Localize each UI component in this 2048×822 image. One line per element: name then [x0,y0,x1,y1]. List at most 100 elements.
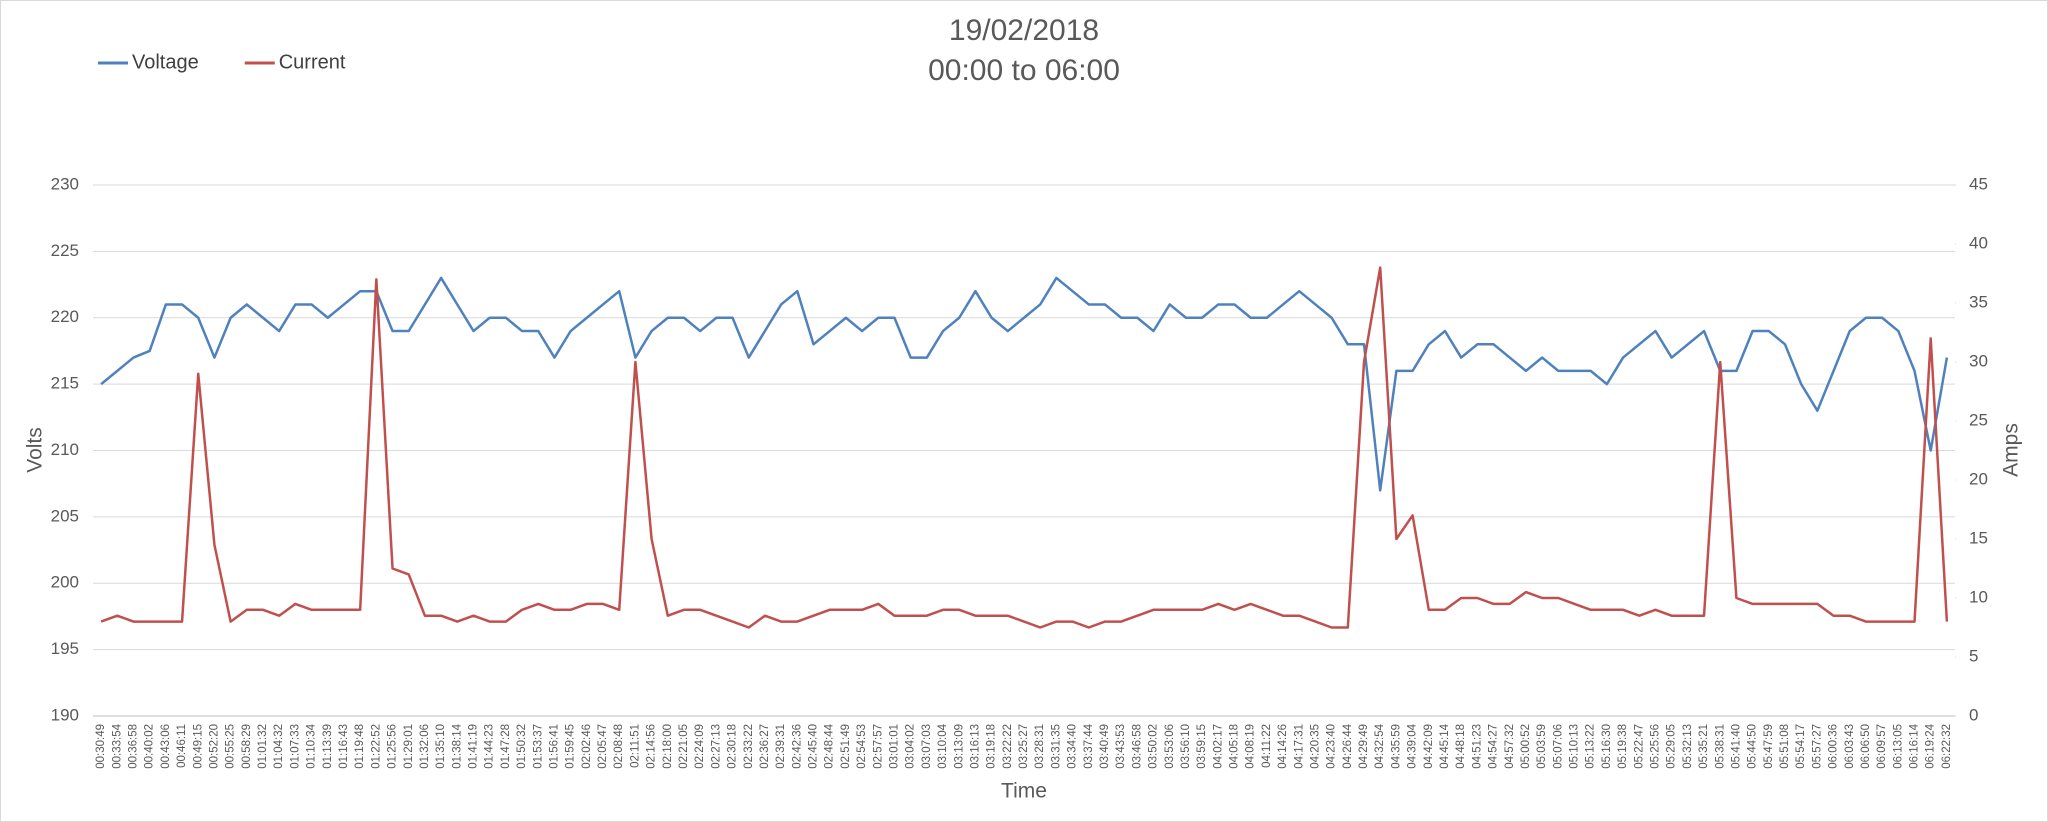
x-tick-label: 04:20:35 [1309,724,1321,769]
y2-tick-label: 35 [1969,292,1988,311]
chart-title: 19/02/2018 [949,14,1099,47]
x-tick-label: 02:42:36 [791,724,803,769]
y-tick-label: 190 [51,705,79,724]
x-tick-label: 05:00:52 [1520,724,1532,769]
x-tick-label: 04:35:59 [1390,724,1402,769]
x-tick-label: 04:48:18 [1455,724,1467,769]
x-tick-label: 01:29:01 [403,724,415,769]
x-tick-label: 05:22:47 [1633,724,1645,769]
x-tick-label: 03:34:40 [1067,724,1079,769]
x-tick-label: 00:52:20 [208,724,220,769]
x-tick-label: 02:11:51 [629,724,641,768]
x-tick-label: 02:08:48 [613,724,625,769]
x-tick-label: 03:40:49 [1099,724,1111,769]
x-tick-label: 02:54:53 [856,724,868,769]
series-line [100,276,1949,492]
x-tick-label: 01:38:14 [451,723,463,768]
x-tick-label: 05:07:06 [1552,724,1564,769]
x-tick-label: 02:51:49 [840,724,852,769]
x-tick-label: 02:39:31 [775,724,787,769]
x-tick-label: 05:10:13 [1569,724,1581,769]
x-tick-label: 03:10:04 [937,723,949,768]
x-tick-label: 02:45:40 [808,724,820,769]
x-tick-label: 01:32:06 [419,724,431,769]
x-tick-label: 05:19:38 [1617,724,1629,769]
x-tick-label: 06:19:24 [1925,723,1937,768]
x-tick-label: 01:16:43 [338,724,350,769]
x-tick-label: 04:05:18 [1229,724,1241,769]
x-tick-label: 03:59:15 [1196,724,1208,769]
y2-tick-label: 45 [1969,174,1988,193]
x-tick-label: 05:29:05 [1666,724,1678,769]
x-tick-label: 03:19:18 [986,724,998,769]
x-tick-label: 01:47:28 [500,724,512,769]
x-tick-label: 02:18:00 [662,724,674,769]
x-tick-label: 02:21:05 [678,724,690,769]
y2-tick-label: 40 [1969,233,1988,252]
x-tick-label: 01:19:48 [354,724,366,769]
x-tick-label: 05:41:40 [1730,724,1742,769]
x-tick-label: 03:50:02 [1148,724,1160,769]
x-tick-label: 00:36:58 [128,724,140,769]
x-tick-label: 05:32:13 [1682,724,1694,769]
x-tick-label: 04:51:23 [1471,724,1483,769]
x-tick-label: 01:13:39 [322,724,334,769]
x-tick-label: 06:22:32 [1941,724,1953,769]
x-tick-label: 02:33:22 [743,724,755,769]
x-tick-label: 02:27:13 [710,724,722,769]
x-tick-label: 02:36:27 [759,724,771,769]
series-line [100,266,1949,629]
x-tick-label: 04:08:19 [1245,724,1257,769]
y-tick-label: 220 [51,307,79,326]
x-tick-label: 05:25:56 [1649,724,1661,769]
x-tick-label: 01:44:23 [484,724,496,769]
x-tick-label: 04:26:44 [1342,723,1354,768]
x-tick-label: 03:37:44 [1083,723,1095,768]
x-tick-label: 04:23:40 [1326,724,1338,769]
y-tick-label: 205 [51,506,79,525]
x-tick-label: 04:39:04 [1407,723,1419,768]
x-tick-label: 03:25:27 [1018,724,1030,769]
x-tick-label: 02:57:57 [872,724,884,769]
x-tick-label: 03:13:09 [953,724,965,769]
legend-label: Current [279,51,346,73]
x-tick-label: 03:07:03 [921,724,933,769]
x-tick-label: 02:30:18 [727,724,739,769]
x-tick-label: 05:16:30 [1601,724,1613,769]
x-tick-label: 01:10:34 [306,723,318,768]
x-tick-label: 05:38:31 [1714,724,1726,769]
y-tick-label: 230 [51,174,79,193]
x-tick-label: 00:40:02 [144,724,156,769]
x-tick-label: 01:07:33 [289,724,301,769]
x-tick-label: 02:48:44 [824,723,836,768]
x-tick-label: 06:00:36 [1828,724,1840,769]
x-tick-label: 06:16:14 [1909,723,1921,768]
x-tick-label: 00:49:15 [192,724,204,769]
x-tick-label: 01:41:19 [468,724,480,769]
x-tick-label: 05:13:22 [1585,724,1597,769]
x-tick-label: 00:30:49 [95,724,107,769]
y2-axis-title: Amps [2000,423,2023,477]
x-tick-label: 05:57:27 [1811,724,1823,769]
x-tick-label: 02:14:56 [646,724,658,769]
y2-tick-label: 5 [1969,646,1978,665]
y-tick-label: 195 [51,639,79,658]
x-tick-label: 01:59:45 [565,724,577,769]
x-tick-label: 04:32:54 [1374,723,1386,768]
y-tick-label: 225 [51,241,79,260]
x-tick-label: 05:51:08 [1779,724,1791,769]
x-tick-label: 03:31:35 [1050,724,1062,769]
x-tick-label: 01:04:32 [273,724,285,769]
y2-tick-label: 20 [1969,469,1988,488]
x-tick-label: 05:54:17 [1795,724,1807,769]
x-tick-label: 00:43:06 [160,724,172,769]
x-tick-label: 01:56:41 [548,724,560,769]
x-tick-label: 00:55:25 [225,724,237,769]
x-tick-label: 03:53:06 [1164,724,1176,769]
x-tick-label: 03:01:01 [889,724,901,769]
x-tick-label: 06:03:43 [1844,724,1856,769]
x-tick-label: 04:02:17 [1212,724,1224,769]
x-tick-label: 01:53:37 [532,724,544,769]
